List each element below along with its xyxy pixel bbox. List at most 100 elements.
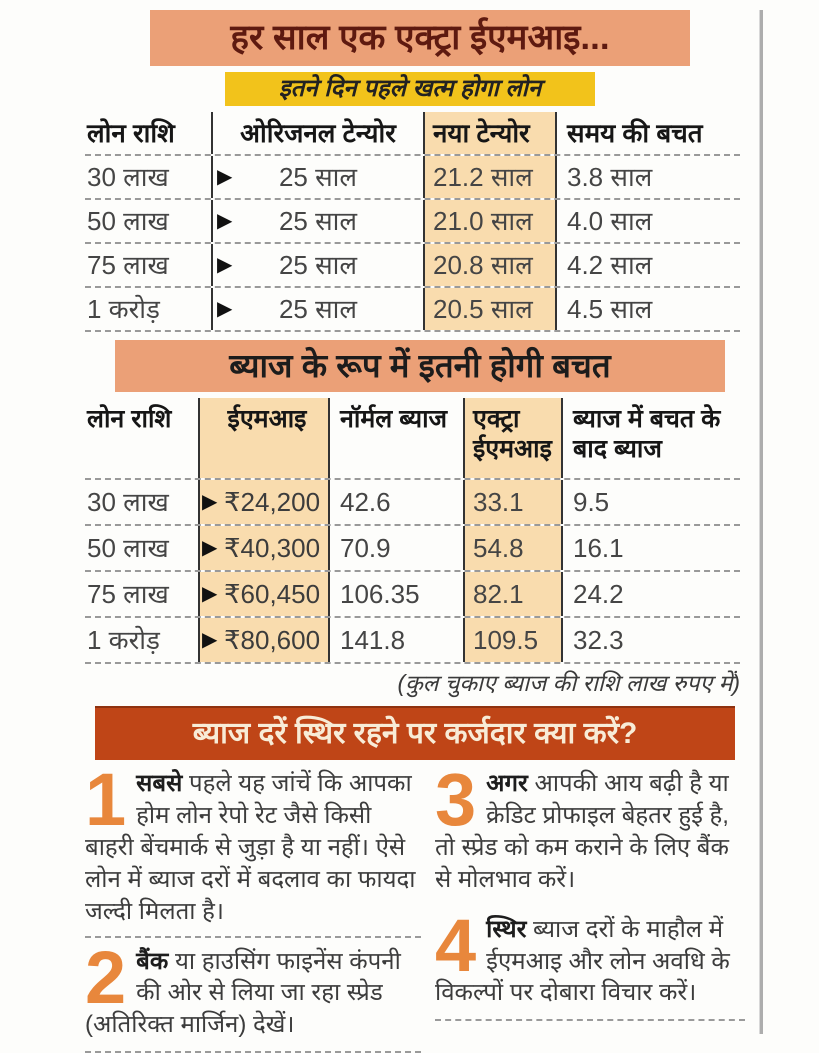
time-saved-cell: 3.8 साल xyxy=(567,162,653,192)
table-footnote: (कुल चुकाए ब्याज की राशि लाख रुपए में) xyxy=(397,670,740,696)
tips-left-column: 1 सबसे पहले यह जांचें कि आपका होम लोन रेप… xyxy=(85,768,421,1053)
column-header: नया टेन्योर xyxy=(425,112,557,154)
emi-cell: ▶ ₹80,600 xyxy=(200,618,330,662)
column-header: नॉर्मल ब्याज xyxy=(330,398,465,478)
table-row: 50 लाख ▶ 25 साल 21.0 साल 4.0 साल xyxy=(85,198,740,242)
column-header: समय की बचत xyxy=(567,118,703,148)
cell-value: ₹40,300 xyxy=(224,533,321,563)
time-saved-cell: 4.5 साल xyxy=(567,294,653,324)
column-header: लोन राशि xyxy=(85,112,213,154)
cell-value: ₹24,200 xyxy=(224,487,321,517)
tip-divider xyxy=(435,1019,745,1022)
arrow-right-icon: ▶ xyxy=(202,491,218,513)
normal-interest-cell: 106.35 xyxy=(330,572,465,616)
interest-after-saving-cell: 32.3 xyxy=(573,625,624,655)
cell-value: 25 साल xyxy=(278,162,358,192)
original-tenure-cell: ▶ 25 साल xyxy=(213,200,425,242)
time-saved-cell: 4.2 साल xyxy=(567,250,653,280)
interest-table: लोन राशि ईएमआइ नॉर्मल ब्याज एक्ट्रा ईएमआ… xyxy=(85,398,740,664)
arrow-right-icon: ▶ xyxy=(202,583,218,605)
tip-text: आपकी आय बढ़ी है या क्रेडिट प्रोफाइल बेहत… xyxy=(435,770,729,893)
loan-amount-cell: 50 लाख xyxy=(85,200,213,242)
cell-value: 25 साल xyxy=(278,294,358,324)
tip-item-4: 4 स्थिर ब्याज दरों के माहौल में ईएमआइ और … xyxy=(435,914,745,1010)
main-title: हर साल एक एक्ट्रा ईएमआइ... xyxy=(230,18,610,57)
table-row: 30 लाख ▶ ₹24,200 42.6 33.1 9.5 xyxy=(85,478,740,524)
cell-value: 25 साल xyxy=(278,206,358,236)
tip-item-3: 3 अगर आपकी आय बढ़ी है या क्रेडिट प्रोफाइल… xyxy=(435,768,745,896)
subtitle-banner: इतने दिन पहले खत्म होगा लोन xyxy=(225,72,595,106)
tip-number: 4 xyxy=(435,913,477,987)
tenure-table: लोन राशि ओरिजनल टेन्योर नया टेन्योर समय … xyxy=(85,112,740,332)
new-tenure-cell: 20.5 साल xyxy=(425,288,557,330)
newspaper-column-divider xyxy=(759,10,763,1034)
emi-cell: ▶ ₹60,450 xyxy=(200,572,330,616)
tip-text: पहले यह जांचें कि आपका होम लोन रेपो रेट … xyxy=(85,770,416,925)
tip-text: ब्याज दरों के माहौल में ईएमआइ और लोन अवध… xyxy=(435,915,730,1007)
interest-after-saving-cell: 16.1 xyxy=(573,533,624,563)
normal-interest-cell: 42.6 xyxy=(330,480,465,524)
cell-value: ₹60,450 xyxy=(224,579,321,609)
arrow-right-icon: ▶ xyxy=(217,210,233,232)
arrow-right-icon: ▶ xyxy=(202,537,218,559)
arrow-right-icon: ▶ xyxy=(217,254,233,276)
tip-lead-word: स्थिर xyxy=(486,915,527,943)
loan-amount-cell: 50 लाख xyxy=(85,526,200,570)
original-tenure-cell: ▶ 25 साल xyxy=(213,156,425,198)
subtitle: इतने दिन पहले खत्म होगा लोन xyxy=(278,75,542,102)
arrow-right-icon: ▶ xyxy=(217,166,233,188)
column-header: ब्याज में बचत के बाद ब्याज xyxy=(573,405,721,463)
interest-table-header-row: लोन राशि ईएमआइ नॉर्मल ब्याज एक्ट्रा ईएमआ… xyxy=(85,398,740,478)
cell-value: ₹80,600 xyxy=(224,625,321,655)
tip-divider xyxy=(435,904,745,906)
interest-after-saving-cell: 24.2 xyxy=(573,579,624,609)
column-header: ओरिजनल टेन्योर xyxy=(213,112,425,154)
tip-number: 3 xyxy=(435,768,477,841)
table-row: 75 लाख ▶ ₹60,450 106.35 82.1 24.2 xyxy=(85,570,740,616)
tip-item-1: 1 सबसे पहले यह जांचें कि आपका होम लोन रेप… xyxy=(85,768,421,928)
main-title-banner: हर साल एक एक्ट्रा ईएमआइ... xyxy=(150,10,690,66)
interest-section-title-banner: ब्याज के रूप में इतनी होगी बचत xyxy=(115,340,725,392)
column-header: एक्ट्रा ईएमआइ xyxy=(465,398,563,478)
tip-number: 1 xyxy=(85,768,127,841)
original-tenure-cell: ▶ 25 साल xyxy=(213,288,425,330)
tip-lead-word: अगर xyxy=(486,770,528,797)
new-tenure-cell: 20.8 साल xyxy=(425,244,557,286)
tip-lead-word: सबसे xyxy=(136,770,183,797)
emi-cell: ▶ ₹40,300 xyxy=(200,526,330,570)
interest-section-title: ब्याज के रूप में इतनी होगी बचत xyxy=(229,347,611,384)
arrow-right-icon: ▶ xyxy=(202,629,218,651)
table-row: 50 लाख ▶ ₹40,300 70.9 54.8 16.1 xyxy=(85,524,740,570)
extra-emi-interest-cell: 54.8 xyxy=(465,526,563,570)
loan-amount-cell: 75 लाख xyxy=(85,572,200,616)
tip-lead-word: बैंक xyxy=(136,947,169,975)
table-row: 1 करोड़ ▶ ₹80,600 141.8 109.5 32.3 xyxy=(85,616,740,662)
loan-amount-cell: 30 लाख xyxy=(85,156,213,198)
advice-title: ब्याज दरें स्थिर रहने पर कर्जदार क्या कर… xyxy=(192,717,638,750)
normal-interest-cell: 141.8 xyxy=(330,618,465,662)
loan-amount-cell: 75 लाख xyxy=(85,244,213,286)
original-tenure-cell: ▶ 25 साल xyxy=(213,244,425,286)
emi-cell: ▶ ₹24,200 xyxy=(200,480,330,524)
normal-interest-cell: 70.9 xyxy=(330,526,465,570)
advice-title-banner: ब्याज दरें स्थिर रहने पर कर्जदार क्या कर… xyxy=(95,706,735,760)
tenure-table-header-row: लोन राशि ओरिजनल टेन्योर नया टेन्योर समय … xyxy=(85,112,740,154)
extra-emi-interest-cell: 82.1 xyxy=(465,572,563,616)
column-header: लोन राशि xyxy=(85,398,200,478)
arrow-right-icon: ▶ xyxy=(217,298,233,320)
tip-item-2: 2 बैंक या हाउसिंग फाइनेंस कंपनी की ओर से … xyxy=(85,946,421,1042)
tip-text: या हाउसिंग फाइनेंस कंपनी की ओर से लिया ज… xyxy=(85,947,401,1039)
new-tenure-cell: 21.0 साल xyxy=(425,200,557,242)
column-header: ईएमआइ xyxy=(200,398,330,478)
time-saved-cell: 4.0 साल xyxy=(567,206,653,236)
interest-after-saving-cell: 9.5 xyxy=(573,487,610,517)
tip-number: 2 xyxy=(85,945,127,1019)
new-tenure-cell: 21.2 साल xyxy=(425,156,557,198)
loan-amount-cell: 1 करोड़ xyxy=(85,288,213,330)
advice-tips: 1 सबसे पहले यह जांचें कि आपका होम लोन रेप… xyxy=(85,768,745,1053)
loan-amount-cell: 1 करोड़ xyxy=(85,618,200,662)
extra-emi-interest-cell: 33.1 xyxy=(465,480,563,524)
tips-right-column: 3 अगर आपकी आय बढ़ी है या क्रेडिट प्रोफाइल… xyxy=(435,768,745,1053)
table-row: 1 करोड़ ▶ 25 साल 20.5 साल 4.5 साल xyxy=(85,286,740,330)
tip-divider xyxy=(85,935,421,938)
